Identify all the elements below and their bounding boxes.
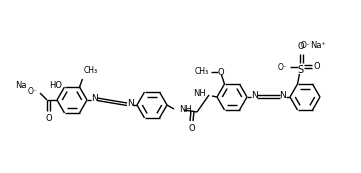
Text: O: O (188, 124, 195, 133)
Text: O: O (298, 42, 304, 51)
Text: NH: NH (179, 106, 192, 115)
Text: S: S (297, 65, 304, 75)
Text: O: O (313, 62, 320, 71)
Text: N: N (127, 99, 133, 108)
Text: N: N (91, 94, 97, 103)
Text: HO: HO (49, 80, 62, 89)
Text: N: N (251, 91, 257, 100)
Text: O: O (45, 114, 52, 123)
Text: Na⁺: Na⁺ (310, 40, 326, 49)
Text: O⁻: O⁻ (301, 41, 311, 50)
Text: CH₃: CH₃ (83, 66, 97, 75)
Text: N: N (280, 91, 286, 100)
Text: NH: NH (193, 89, 206, 98)
Text: Na: Na (16, 80, 27, 89)
Text: O⁻: O⁻ (28, 86, 38, 95)
Text: CH₃: CH₃ (194, 66, 209, 75)
Text: O⁻: O⁻ (278, 62, 287, 71)
Text: O: O (217, 67, 224, 76)
